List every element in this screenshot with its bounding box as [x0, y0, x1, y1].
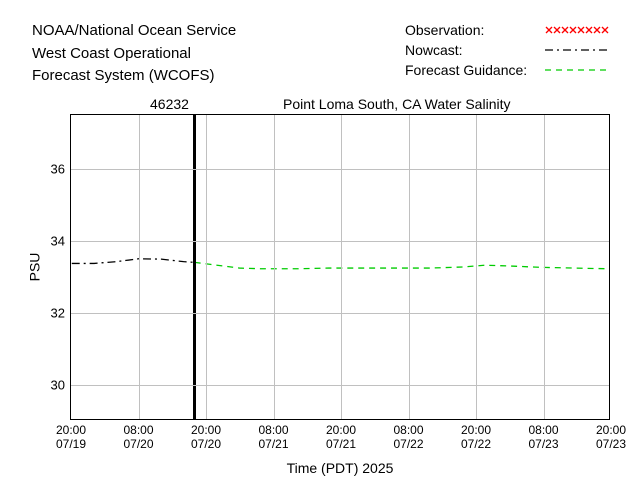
chart-plot-area: 3032343620:0007/1908:0007/2020:0007/2008…	[70, 114, 610, 420]
y-tick-label: 30	[51, 378, 65, 393]
gridline-horizontal	[71, 385, 609, 386]
legend-label-forecast: Forecast Guidance:	[405, 62, 545, 78]
forecast-swatch	[545, 62, 610, 78]
header-line1: NOAA/National Ocean Service	[32, 20, 236, 43]
y-tick-label: 36	[51, 162, 65, 177]
chart-title: Point Loma South, CA Water Salinity	[283, 96, 510, 112]
header-block: NOAA/National Ocean Service West Coast O…	[32, 20, 236, 88]
gridline-vertical	[139, 115, 140, 419]
legend-row-nowcast: Nowcast:	[405, 40, 610, 60]
observation-swatch	[545, 22, 610, 38]
legend-label-observation: Observation:	[405, 22, 545, 38]
x-tick-label: 08:0007/21	[258, 423, 288, 452]
nowcast-swatch	[545, 42, 610, 58]
x-tick-label: 08:0007/23	[528, 423, 558, 452]
legend-row-forecast: Forecast Guidance:	[405, 60, 610, 80]
station-id: 46232	[150, 96, 189, 112]
x-tick-label: 08:0007/20	[123, 423, 153, 452]
gridline-horizontal	[71, 241, 609, 242]
legend-label-nowcast: Nowcast:	[405, 42, 545, 58]
y-tick-label: 34	[51, 234, 65, 249]
x-axis-label: Time (PDT) 2025	[70, 460, 610, 476]
x-tick-label: 20:0007/19	[56, 423, 86, 452]
gridline-horizontal	[71, 169, 609, 170]
now-divider-line	[193, 115, 196, 419]
x-tick-label: 20:0007/23	[596, 423, 626, 452]
x-tick-label: 20:0007/20	[191, 423, 221, 452]
gridline-vertical	[274, 115, 275, 419]
gridline-vertical	[476, 115, 477, 419]
gridline-vertical	[206, 115, 207, 419]
legend-row-observation: Observation:	[405, 20, 610, 40]
gridline-vertical	[341, 115, 342, 419]
y-axis-label: PSU	[26, 253, 42, 282]
y-tick-label: 32	[51, 306, 65, 321]
gridline-vertical	[409, 115, 410, 419]
x-tick-label: 20:0007/21	[326, 423, 356, 452]
legend: Observation: Nowcast: Forecast Guidance:	[405, 20, 610, 80]
header-line3: Forecast System (WCOFS)	[32, 65, 236, 88]
x-tick-label: 20:0007/22	[461, 423, 491, 452]
gridline-horizontal	[71, 313, 609, 314]
x-tick-label: 08:0007/22	[393, 423, 423, 452]
header-line2: West Coast Operational	[32, 43, 236, 66]
gridline-vertical	[544, 115, 545, 419]
chart-series	[71, 115, 609, 419]
